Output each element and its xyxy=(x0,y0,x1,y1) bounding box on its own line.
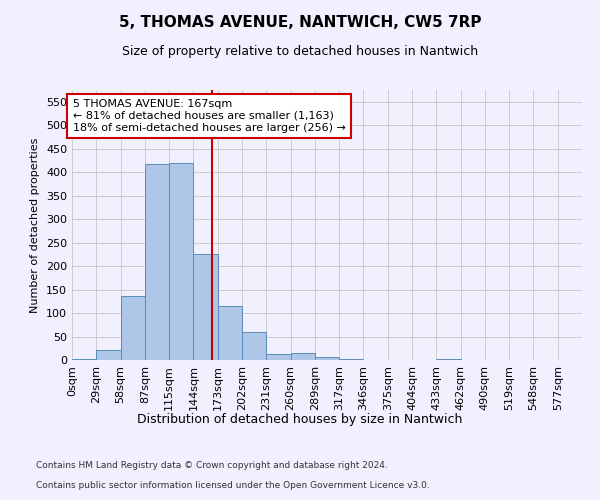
Text: Contains public sector information licensed under the Open Government Licence v3: Contains public sector information licen… xyxy=(36,481,430,490)
Bar xyxy=(121,296,145,360)
Bar xyxy=(145,164,169,360)
Bar xyxy=(436,358,461,360)
Bar xyxy=(315,356,339,360)
Text: Contains HM Land Registry data © Crown copyright and database right 2024.: Contains HM Land Registry data © Crown c… xyxy=(36,461,388,470)
Bar xyxy=(218,306,242,360)
Text: 5 THOMAS AVENUE: 167sqm
← 81% of detached houses are smaller (1,163)
18% of semi: 5 THOMAS AVENUE: 167sqm ← 81% of detache… xyxy=(73,100,346,132)
Bar xyxy=(266,354,290,360)
Bar xyxy=(339,359,364,360)
Text: Distribution of detached houses by size in Nantwich: Distribution of detached houses by size … xyxy=(137,412,463,426)
Bar xyxy=(96,350,121,360)
Text: 5, THOMAS AVENUE, NANTWICH, CW5 7RP: 5, THOMAS AVENUE, NANTWICH, CW5 7RP xyxy=(119,15,481,30)
Text: Size of property relative to detached houses in Nantwich: Size of property relative to detached ho… xyxy=(122,45,478,58)
Bar xyxy=(193,254,218,360)
Bar xyxy=(242,332,266,360)
Bar xyxy=(290,354,315,360)
Y-axis label: Number of detached properties: Number of detached properties xyxy=(31,138,40,312)
Bar xyxy=(169,164,193,360)
Bar xyxy=(72,358,96,360)
